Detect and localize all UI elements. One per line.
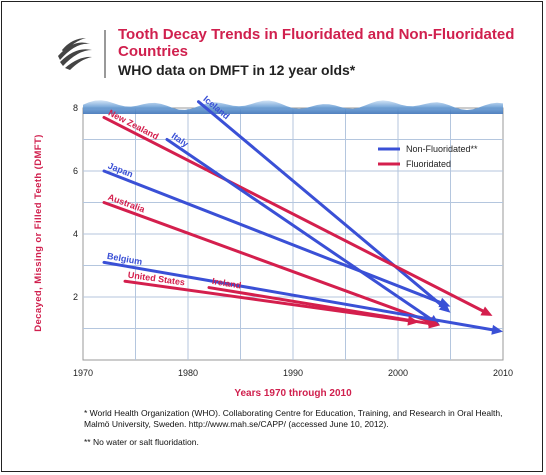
series-line [123, 279, 410, 323]
series-line [102, 201, 432, 324]
series-line [165, 138, 433, 321]
y-axis-label: Decayed, Missing or Filled Teeth (DMFT) [33, 134, 44, 332]
chart-title: Tooth Decay Trends in Fluoridated and No… [118, 26, 515, 60]
series-arrowhead [407, 315, 419, 326]
footnote-source: * World Health Organization (WHO). Colla… [84, 408, 503, 429]
chart-subtitle: WHO data on DMFT in 12 year olds* [118, 62, 356, 78]
series-line [102, 169, 442, 304]
y-tick-label: 6 [73, 166, 78, 176]
x-axis-label: Years 1970 through 2010 [234, 388, 352, 399]
x-tick-label: 1990 [283, 368, 303, 378]
legend: Non-Fluoridated** Fluoridated [378, 144, 478, 169]
x-tick-label: 1970 [73, 368, 93, 378]
series-arrows [102, 100, 503, 335]
y-tick-label: 2 [73, 292, 78, 302]
legend-label: Non-Fluoridated** [406, 144, 478, 154]
footnote-no-fluoridation: ** No water or salt fluoridation. [84, 437, 199, 447]
y-tick-labels: 2 4 6 8 [73, 103, 78, 302]
x-tick-label: 2010 [493, 368, 513, 378]
globe-logo-icon [58, 38, 92, 70]
series-line [102, 115, 485, 313]
x-tick-label: 2000 [388, 368, 408, 378]
series-arrowhead [480, 306, 493, 316]
header-divider [104, 30, 106, 78]
series-label: Ireland [211, 276, 242, 291]
water-wave-decoration [83, 100, 503, 114]
series-arrowhead [491, 324, 503, 335]
series-arrowhead [428, 318, 440, 329]
series-arrowhead [438, 301, 451, 313]
series-arrowhead [438, 297, 451, 308]
series-line [197, 100, 444, 308]
y-tick-label: 8 [73, 103, 78, 113]
series-line [102, 260, 494, 332]
x-tick-labels: 1970 1980 1990 2000 2010 [73, 368, 513, 378]
x-tick-label: 1980 [178, 368, 198, 378]
y-tick-label: 4 [73, 229, 78, 239]
legend-label: Fluoridated [406, 159, 451, 169]
